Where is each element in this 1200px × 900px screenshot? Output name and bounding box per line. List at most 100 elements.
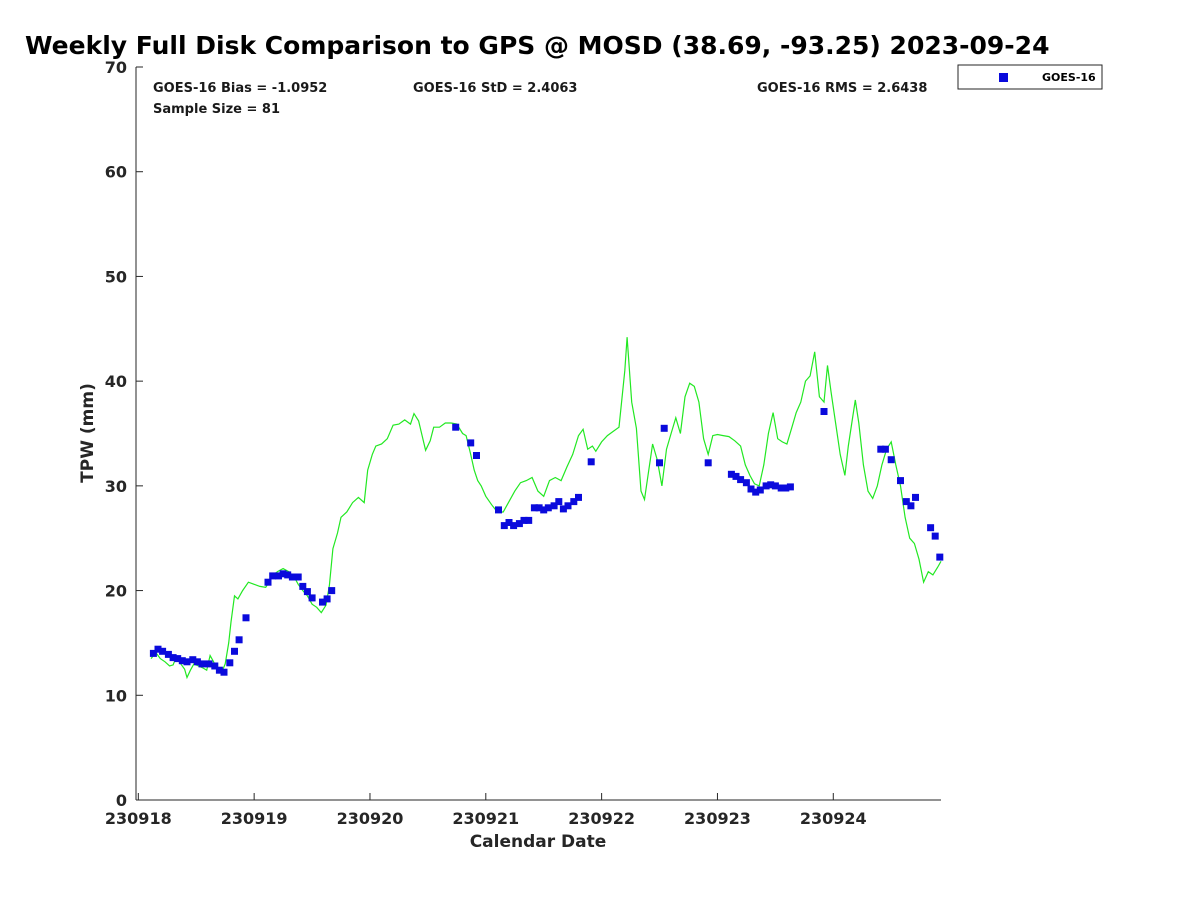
- goes16-data-point: [515, 520, 523, 528]
- goes16-data-point: [902, 498, 910, 506]
- goes16-data-point: [495, 506, 502, 514]
- goes16-data-point: [279, 570, 287, 578]
- goes16-data-point: [752, 488, 760, 496]
- goes16-data-point: [564, 502, 572, 510]
- goes16-data-point: [570, 498, 578, 506]
- y-tick-label: 20: [105, 582, 127, 601]
- goes16-data-point: [169, 654, 177, 662]
- goes16-data-point: [897, 477, 904, 485]
- goes16-data-point: [183, 658, 191, 666]
- y-ticks: 0 10 20 30 40 50 60 70: [105, 58, 143, 810]
- gps-tpw-line: [150, 337, 942, 680]
- bias-annotation: GOES-16 Bias = -1.0952: [153, 81, 327, 96]
- goes16-data-point: [931, 532, 939, 540]
- goes16-data-point: [771, 482, 779, 490]
- legend-marker-goes16: [999, 73, 1008, 82]
- goes16-data-point: [284, 571, 292, 579]
- goes16-data-point: [762, 482, 770, 490]
- legend-box: [957, 64, 1103, 90]
- goes16-data-point: [242, 614, 250, 622]
- goes16-data-point: [520, 516, 528, 524]
- goes16-data-point: [544, 504, 552, 512]
- goes16-data-point: [877, 445, 885, 453]
- goes16-data-point: [226, 659, 234, 667]
- goes16-data-point: [505, 519, 513, 526]
- goes16-data-point: [587, 458, 595, 466]
- goes16-data-point: [154, 645, 162, 653]
- goes16-data-point: [452, 423, 460, 431]
- goes16-data-point: [500, 522, 508, 530]
- goes16-data-point: [912, 493, 919, 501]
- goes16-data-point: [149, 649, 157, 657]
- x-tick-label: 230923: [684, 809, 751, 828]
- goes16-data-point: [907, 502, 915, 510]
- goes16-data-point: [178, 657, 186, 665]
- goes16-data-point: [777, 484, 785, 492]
- goes16-data-point: [319, 598, 326, 606]
- sample-size-annotation: Sample Size = 81: [153, 102, 280, 117]
- plot-background: [136, 67, 941, 800]
- y-axis-label: TPW (mm): [78, 383, 98, 483]
- goes16-data-point: [782, 484, 790, 492]
- goes16-data-point: [288, 573, 296, 581]
- goes16-data-point: [323, 595, 331, 603]
- x-tick-label: 230921: [452, 809, 519, 828]
- goes16-data-point: [747, 485, 755, 493]
- goes16-data-point: [193, 658, 201, 666]
- goes16-data-point: [742, 479, 750, 487]
- goes16-data-point: [550, 502, 558, 510]
- goes16-data-point: [467, 439, 475, 447]
- stats-annotations: GOES-16 Bias = -1.0952 GOES-16 StD = 2.4…: [153, 81, 927, 117]
- goes16-data-point: [786, 483, 794, 491]
- goes16-data-point: [767, 481, 775, 489]
- goes16-data-point: [737, 476, 745, 484]
- goes16-data-point: [220, 668, 228, 676]
- legend: GOES-16: [957, 64, 1103, 90]
- goes16-data-point: [473, 452, 480, 459]
- chart-title: Weekly Full Disk Comparison to GPS @ MOS…: [25, 31, 1049, 60]
- goes16-data-point: [660, 424, 668, 432]
- goes16-data-point: [164, 650, 172, 658]
- goes16-data-point: [936, 553, 944, 561]
- y-tick-label: 40: [105, 372, 127, 391]
- goes16-data-point: [275, 572, 282, 580]
- goes16-data-point: [269, 572, 277, 580]
- legend-label-goes16: GOES-16: [1042, 71, 1096, 84]
- goes16-data-point: [299, 582, 307, 590]
- y-tick-label: 0: [116, 791, 127, 810]
- goes16-data-point: [189, 656, 197, 664]
- std-annotation: GOES-16 StD = 2.4063: [413, 81, 577, 96]
- goes16-data-point: [727, 470, 735, 478]
- y-tick-label: 50: [105, 267, 127, 286]
- y-tick-label: 60: [105, 163, 127, 182]
- goes16-data-point: [756, 486, 764, 494]
- x-tick-label: 230920: [337, 809, 404, 828]
- y-tick-label: 70: [105, 58, 127, 77]
- goes16-data-point: [732, 472, 740, 480]
- goes16-data-point: [231, 647, 238, 655]
- goes16-data-point: [303, 588, 311, 596]
- goes16-data-point: [927, 524, 935, 532]
- goes16-data-point: [215, 666, 223, 674]
- y-tick-label: 30: [105, 477, 127, 496]
- x-tick-label: 230918: [105, 809, 172, 828]
- goes16-data-point: [881, 445, 889, 453]
- goes16-data-point: [205, 660, 213, 668]
- goes16-data-point: [235, 636, 243, 644]
- goes16-data-point: [211, 662, 219, 670]
- goes16-data-point: [535, 504, 543, 512]
- x-tick-label: 230919: [221, 809, 288, 828]
- goes16-data-point: [328, 587, 336, 595]
- goes16-data-point: [887, 456, 895, 464]
- x-tick-label: 230922: [568, 809, 635, 828]
- goes16-data-point: [525, 516, 533, 524]
- goes16-data-point: [198, 660, 206, 668]
- goes16-data-point: [530, 504, 538, 512]
- goes16-data-point: [540, 506, 548, 514]
- plot-area: 230918 230919 230920 230921 230922 230923 2309…: [105, 58, 944, 828]
- goes16-data-point: [575, 493, 582, 501]
- goes16-data-point: [308, 594, 316, 602]
- goes16-data-point: [555, 498, 563, 506]
- goes16-data-point: [294, 573, 302, 581]
